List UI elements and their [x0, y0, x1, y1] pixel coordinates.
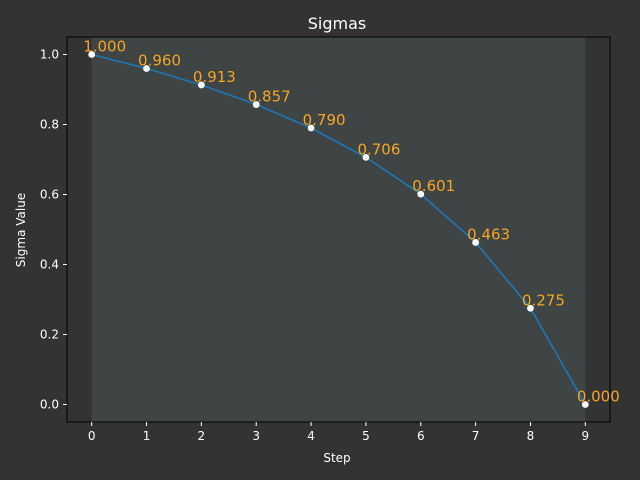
x-tick-label: 1	[143, 429, 151, 443]
x-tick-label: 9	[581, 429, 589, 443]
data-label: 0.857	[248, 88, 291, 106]
y-tick-label: 0.0	[40, 398, 59, 412]
y-tick-label: 0.4	[40, 258, 59, 272]
plot-area: 0 1 2 3 4 5 6 7 8 9 0.0 0.2 0.4 0.6 0.8 1.0 1.000 0.960 0.…	[40, 36, 620, 443]
data-point	[581, 401, 589, 408]
x-tick-label: 4	[307, 429, 315, 443]
data-label: 0.000	[577, 388, 620, 406]
data-point	[362, 154, 370, 161]
data-label: 1.000	[83, 38, 126, 56]
x-tick-label: 7	[472, 429, 480, 443]
y-tick-label: 0.2	[40, 328, 59, 342]
x-tick-label: 8	[527, 429, 535, 443]
x-tick-label: 6	[417, 429, 425, 443]
data-point	[252, 101, 260, 108]
data-label: 0.790	[303, 111, 346, 129]
data-point	[143, 65, 150, 72]
x-tick-label: 0	[88, 429, 96, 443]
data-point	[527, 304, 534, 312]
x-tick-label: 2	[198, 429, 206, 443]
data-point	[307, 124, 315, 132]
chart-title: Sigmas	[308, 14, 366, 33]
data-point	[197, 81, 205, 89]
y-tick-label: 1.0	[40, 48, 59, 62]
data-point	[417, 190, 425, 198]
x-tick-label: 3	[252, 429, 260, 443]
x-tick-label: 5	[362, 429, 370, 443]
shaded-region	[91, 37, 586, 422]
data-label: 0.463	[467, 225, 510, 243]
y-axis-label: Sigma Value	[14, 193, 28, 267]
y-tick-label: 0.8	[40, 118, 59, 132]
data-label: 0.601	[412, 177, 455, 195]
data-label: 0.275	[522, 291, 565, 309]
series-line	[91, 53, 587, 405]
data-label: 0.913	[193, 68, 236, 86]
y-tick-label: 0.6	[40, 188, 59, 202]
data-point	[88, 51, 96, 58]
x-axis-label: Step	[323, 451, 350, 465]
data-label: 0.960	[138, 52, 181, 70]
plot-frame	[66, 36, 611, 423]
data-point	[472, 239, 480, 246]
data-label: 0.706	[357, 140, 400, 158]
